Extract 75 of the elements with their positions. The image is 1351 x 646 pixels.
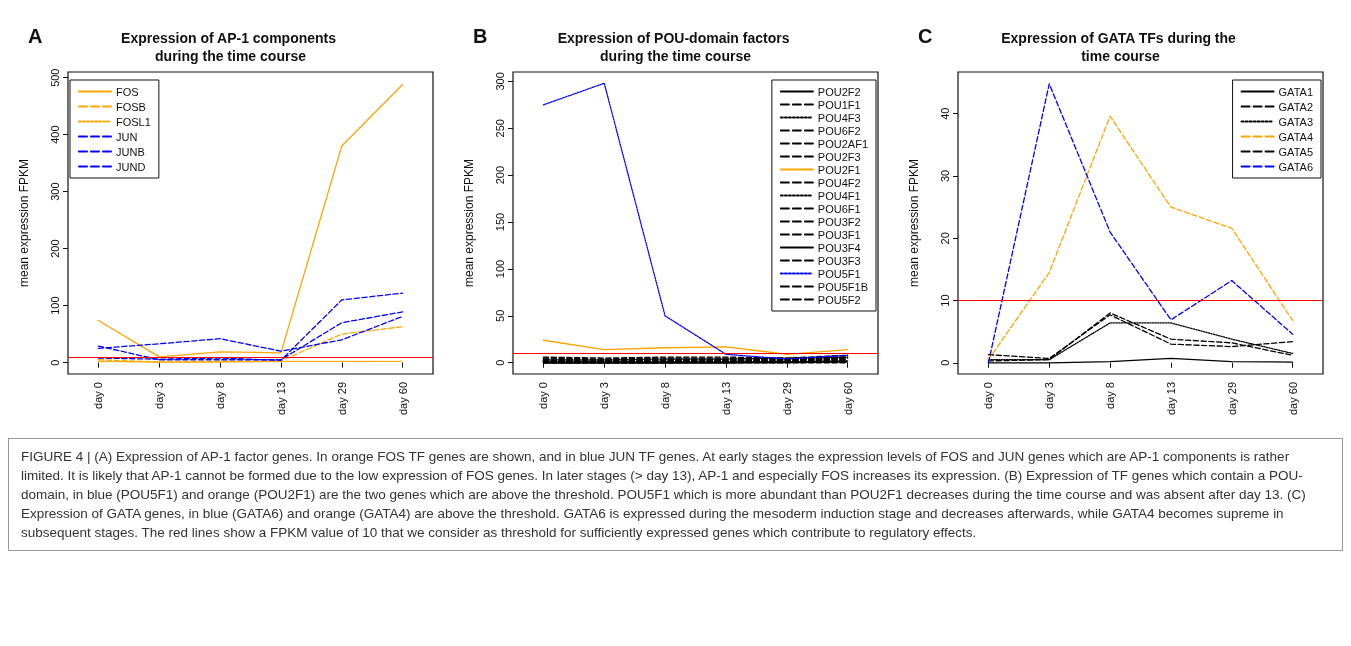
y-tick-label: 10 (938, 294, 951, 307)
legend-label: POU2F3 (817, 150, 861, 163)
y-tick-label: 200 (493, 165, 506, 185)
y-tick-label: 30 (938, 169, 951, 183)
legend-label: POU3F4 (817, 241, 861, 254)
y-tick-label: 20 (938, 232, 951, 245)
legend-label: GATA3 (1278, 115, 1313, 128)
y-tick-label: 150 (493, 212, 506, 232)
legend-label: JUNB (116, 145, 145, 158)
legend-label: POU6F2 (817, 124, 861, 137)
legend-label: GATA5 (1278, 145, 1313, 158)
legend-label: JUND (116, 160, 146, 173)
chart-title: Expression of AP-1 components during the time course (121, 30, 340, 64)
caption: FIGURE 4 | (A) Expression of AP-1 factor genes. In orange FOS TF genes are shown, and in blue JUN TF genes. At early stages the expression levels of FOS and JUN genes which are AP-1 components is rather limited. It is likely that AP-1 cannot be formed due to the low expression of FOS genes. In later stages (> day 13), AP-1 and especially FOS increases its expression. (B) Expression of TF genes which contain a POU-domain, in blue (POU5F1) and orange (POU2F1) are the two genes which are above the threshold. POU5F1 which is more abundant than POU2F1 decreases during the time course and was absent after day 13. (C) Expression of GATA genes, in blue (GATA6) and orange (GATA4) are above the threshold. GATA6 is expressed during the mesoderm induction stage and decreases afterwards, while GATA4 becomes supreme in subsequent stages. The red lines show a FPKM value of 10 that we consider as threshold for sufficiently expressed genes which contribute to regulatory effects. (21, 448, 1307, 542)
y-tick-label: 200 (48, 239, 61, 258)
x-tick-label: day 29 (780, 382, 793, 416)
legend-label: GATA4 (1278, 130, 1313, 143)
text: C (918, 25, 933, 47)
x-tick-label: day 60 (1286, 382, 1299, 416)
x-tick-label: day 3 (598, 382, 611, 409)
legend-label: POU5F1 (817, 267, 861, 280)
x-tick-label: day 8 (214, 382, 227, 409)
x-tick-label: day 60 (396, 382, 409, 416)
x-tick-label: day 13 (719, 382, 732, 416)
legend-label: GATA6 (1278, 160, 1313, 173)
legend-label: POU3F1 (817, 228, 861, 241)
legend-label: POU2F2 (817, 85, 861, 98)
legend-label: POU4F3 (817, 111, 861, 124)
chart-title: Expression of GATA TFs during the time course (1001, 30, 1240, 64)
x-tick-label: day 13 (274, 382, 287, 416)
legend-label: GATA2 (1278, 100, 1313, 113)
legend-label: FOS (116, 85, 139, 98)
legend-label: POU3F3 (817, 254, 861, 267)
legend-label: POU2F1 (817, 163, 861, 176)
x-tick-label: day 0 (92, 382, 105, 409)
x-tick-label: day 13 (1164, 382, 1177, 416)
x-tick-label: day 3 (153, 382, 166, 409)
legend-label: POU5F2 (817, 293, 861, 306)
y-axis-title: mean expression FPKM (17, 158, 31, 288)
y-tick-label: 500 (48, 68, 61, 87)
y-tick-label: 50 (493, 309, 506, 322)
legend-label: GATA1 (1278, 85, 1313, 98)
legend-label: POU5F1B (817, 280, 869, 293)
x-tick-label: day 29 (335, 382, 348, 416)
legend-label: POU4F1 (817, 189, 861, 202)
legend-label: POU2AF1 (817, 137, 869, 150)
text: A (28, 25, 43, 47)
legend-label: POU1F1 (817, 98, 861, 111)
y-tick-label: 300 (493, 72, 506, 91)
y-axis-title: mean expression FPKM (462, 158, 476, 288)
y-axis-title: mean expression FPKM (907, 158, 921, 288)
y-tick-label: 100 (48, 296, 61, 315)
x-tick-label: day 0 (982, 382, 995, 409)
legend-label: POU3F2 (817, 215, 861, 228)
chart-title: Expression of POU-domain factors during the time course (557, 30, 794, 64)
y-tick-label: 0 (493, 359, 506, 366)
x-tick-label: day 60 (841, 382, 854, 416)
legend-label: FOSB (116, 100, 146, 113)
x-tick-label: day 8 (1104, 382, 1117, 409)
x-tick-label: day 8 (659, 382, 672, 409)
x-tick-label: day 29 (1225, 382, 1238, 416)
legend-label: POU6F1 (817, 202, 861, 215)
text: B (473, 25, 488, 47)
x-tick-label: day 0 (537, 382, 550, 409)
legend-label: JUN (116, 130, 138, 143)
y-tick-label: 0 (48, 359, 61, 366)
y-tick-label: 250 (493, 119, 506, 138)
x-tick-label: day 3 (1043, 382, 1056, 409)
y-tick-label: 0 (938, 359, 951, 366)
legend-label: POU4F2 (817, 176, 861, 189)
y-tick-label: 400 (48, 125, 61, 144)
y-tick-label: 300 (48, 182, 61, 201)
legend-label: FOSL1 (116, 115, 151, 128)
y-tick-label: 100 (493, 259, 506, 279)
y-tick-label: 40 (938, 107, 951, 120)
